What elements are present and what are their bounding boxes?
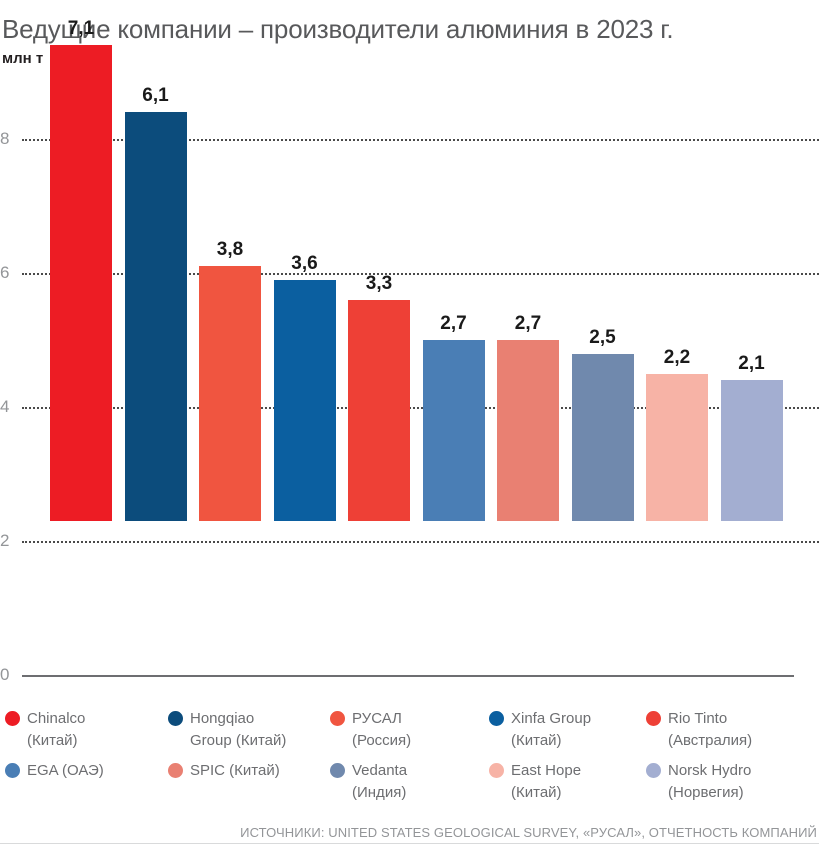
legend-color-dot-icon [330, 763, 345, 778]
gridline [22, 541, 819, 543]
bar-value-label: 3,3 [365, 272, 393, 294]
legend-item[interactable]: Chinalco (Китай) [5, 708, 163, 752]
bar[interactable] [571, 353, 634, 521]
legend-color-dot-icon [168, 763, 183, 778]
bar-value-label: 7,1 [67, 18, 95, 40]
bar-value-label: 6,1 [142, 85, 169, 107]
legend-item[interactable]: Norsk Hydro (Норвегия) [646, 760, 804, 804]
legend-item[interactable]: Vedanta (Индия) [330, 760, 488, 804]
legend-item-label: Hongqiao Group (Китай) [190, 710, 287, 749]
legend-item-label: SPIC (Китай) [190, 762, 280, 779]
legend-color-dot-icon [330, 711, 345, 726]
legend-item-label: Norsk Hydro (Норвегия) [668, 762, 752, 801]
legend-item-label: РУСАЛ (Россия) [352, 710, 412, 749]
legend-color-dot-icon [646, 763, 661, 778]
y-axis-tick-label: 2 [0, 531, 10, 550]
legend-color-dot-icon [646, 711, 661, 726]
bar[interactable] [348, 299, 410, 521]
legend-row: EGA (ОАЭ) SPIC (Китай) Vedanta (Индия) East … [0, 760, 819, 812]
bar[interactable] [497, 340, 559, 521]
chart-legend: Chinalco (Китай) Hongqiao Group (Китай) РУСА… [0, 708, 819, 812]
y-axis-tick-label: 4 [0, 397, 10, 416]
x-axis-baseline [22, 675, 794, 677]
source-footer: ИСТОЧНИКИ: UNITED STATES GEOLOGICAL SURV… [0, 814, 819, 844]
legend-item-label: Rio Tinto (Австралия) [668, 710, 753, 749]
legend-item[interactable]: РУСАЛ (Россия) [330, 708, 488, 752]
legend-item-label: Chinalco (Китай) [27, 710, 86, 749]
legend-item-label: Vedanta (Индия) [352, 762, 408, 801]
legend-row: Chinalco (Китай) Hongqiao Group (Китай) РУСА… [0, 708, 819, 760]
bar-value-label: 2,7 [514, 313, 542, 335]
legend-color-dot-icon [5, 763, 20, 778]
bar[interactable] [422, 340, 485, 521]
legend-item[interactable]: SPIC (Китай) [168, 760, 326, 782]
source-text: ИСТОЧНИКИ: UNITED STATES GEOLOGICAL SURV… [240, 825, 817, 840]
chart-header: Ведущие компании – производители алюмини… [0, 0, 819, 67]
y-axis-tick-label: 8 [0, 129, 10, 148]
bar-value-label: 2,5 [589, 326, 616, 348]
legend-color-dot-icon [5, 711, 20, 726]
gridline [22, 139, 819, 141]
y-axis-tick-label: 6 [0, 263, 10, 282]
legend-item-label: Xinfa Group (Китай) [511, 710, 592, 749]
legend-item[interactable]: Xinfa Group (Китай) [489, 708, 647, 752]
y-axis-tick-label: 0 [0, 665, 10, 684]
bar-value-label: 2,7 [440, 313, 467, 335]
bar-series: 7,1 6,1 3,8 3,6 3,3 2,7 2,7 2,5 2,2 2,1 [50, 18, 783, 521]
legend-item[interactable]: EGA (ОАЭ) [5, 760, 163, 782]
legend-color-dot-icon [489, 763, 504, 778]
gridline [22, 407, 819, 409]
legend-color-dot-icon [168, 711, 183, 726]
bar[interactable] [50, 45, 112, 521]
legend-item[interactable]: Rio Tinto (Австралия) [646, 708, 804, 752]
bar-value-label: 2,2 [663, 346, 691, 368]
legend-item-label: East Hope (Китай) [511, 762, 582, 801]
bar[interactable] [646, 373, 708, 521]
bar[interactable] [273, 279, 336, 521]
bar-value-label: 3,6 [291, 252, 318, 274]
bar-value-label: 2,1 [738, 353, 765, 375]
axis-unit-label: млн т [2, 50, 44, 67]
plot-area: 8 6 4 2 0 7,1 6,1 3,8 3,6 3,3 2,7 2,7 2,5 2,2 2,1 [0, 18, 819, 684]
page-title: Ведущие компании – производители алюмини… [2, 14, 674, 44]
bar[interactable] [199, 266, 261, 521]
bar[interactable] [124, 112, 187, 521]
bar-value-label: 3,8 [216, 239, 244, 261]
legend-item[interactable]: Hongqiao Group (Китай) [168, 708, 326, 752]
legend-item[interactable]: East Hope (Китай) [489, 760, 647, 804]
bar[interactable] [720, 380, 783, 521]
gridline [22, 273, 819, 275]
legend-item-label: EGA (ОАЭ) [27, 762, 104, 779]
legend-color-dot-icon [489, 711, 504, 726]
